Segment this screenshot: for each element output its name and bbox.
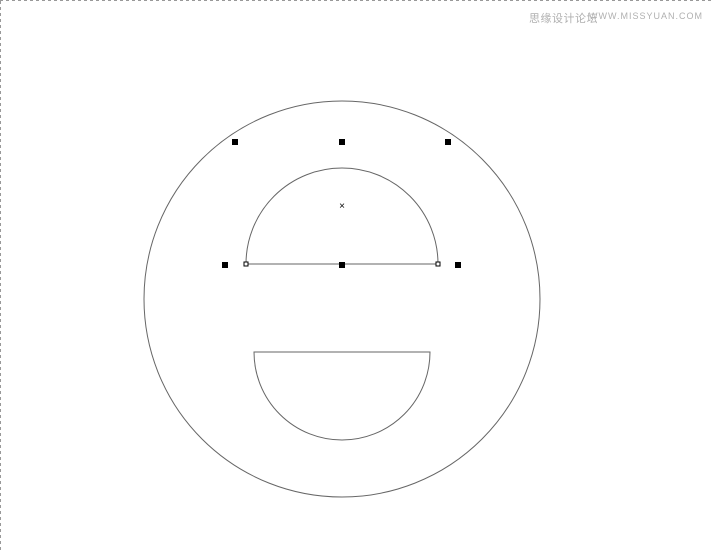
selection-handle-bc[interactable] <box>339 262 345 268</box>
outer-circle-shape[interactable] <box>144 101 540 497</box>
design-canvas[interactable]: × <box>0 0 713 550</box>
selection-handle-br[interactable] <box>455 262 461 268</box>
selection-handle-bl[interactable] <box>222 262 228 268</box>
watermark-text-url: WWW.MISSYUAN.COM <box>589 11 703 21</box>
watermark-text-cn: 思缘设计论坛 <box>529 10 598 26</box>
anchor-point-right[interactable] <box>436 262 441 267</box>
selection-handle-tl[interactable] <box>232 139 238 145</box>
lower-semicircle-shape[interactable] <box>254 352 430 440</box>
upper-semicircle-shape[interactable] <box>246 168 438 264</box>
transform-center-marker[interactable]: × <box>338 203 346 211</box>
vector-shapes <box>0 0 713 550</box>
selection-handle-tr[interactable] <box>445 139 451 145</box>
anchor-point-left[interactable] <box>244 262 249 267</box>
selection-handle-tc[interactable] <box>339 139 345 145</box>
